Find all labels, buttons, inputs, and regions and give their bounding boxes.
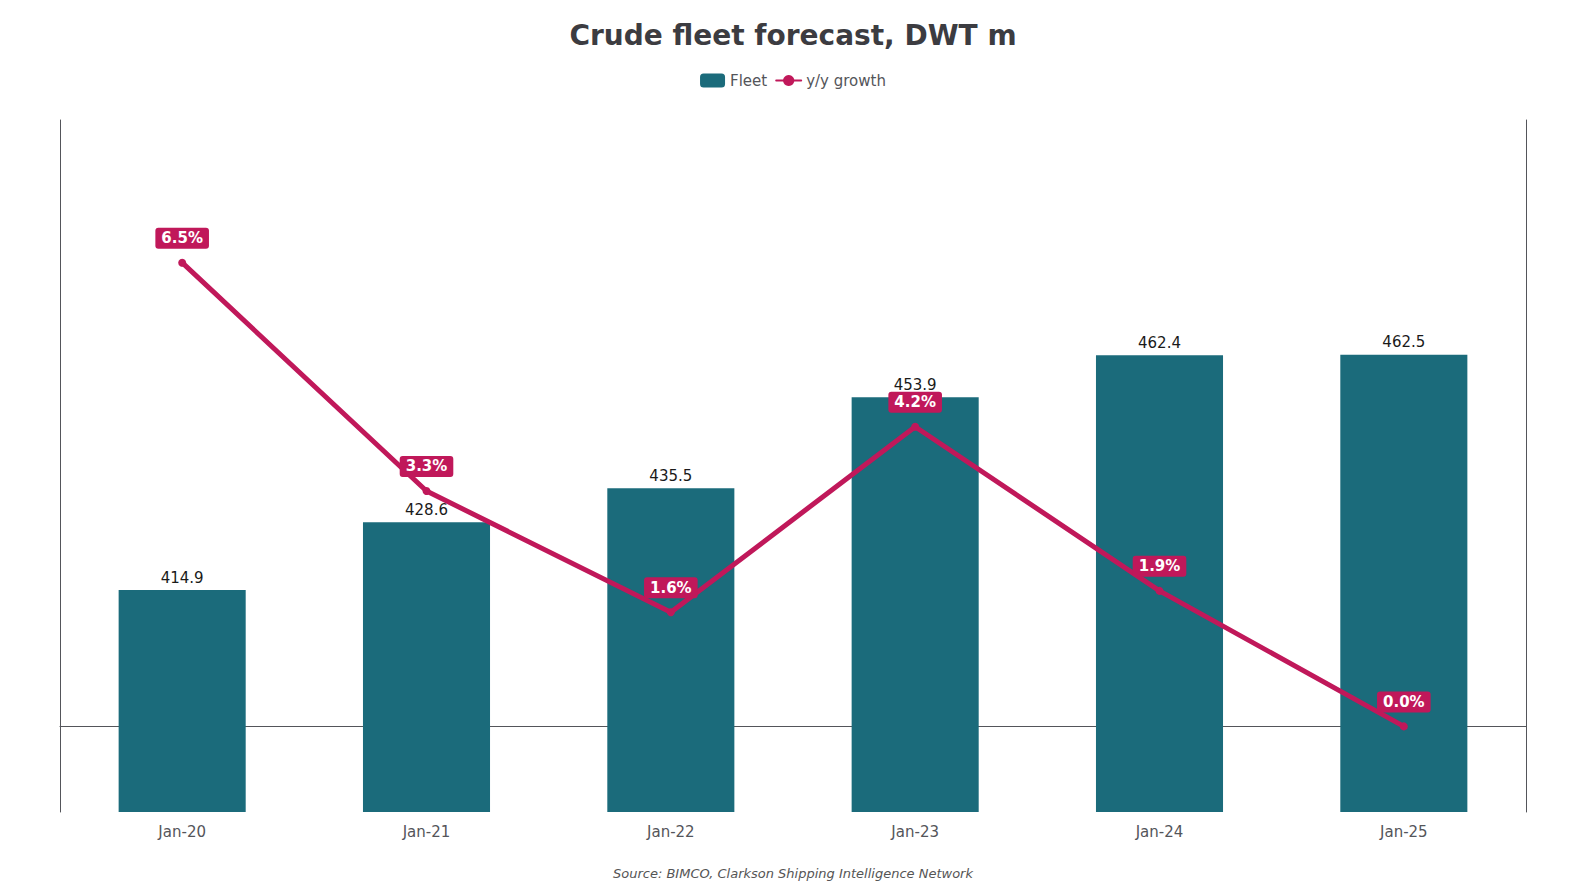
svg-text:Fleet: Fleet: [730, 72, 767, 90]
svg-text:Crude fleet forecast, DWT m: Crude fleet forecast, DWT m: [569, 19, 1016, 52]
svg-text:4.2%: 4.2%: [894, 393, 936, 411]
svg-text:Jan-22: Jan-22: [646, 823, 695, 841]
svg-text:453.9: 453.9: [894, 376, 937, 394]
svg-text:435.5: 435.5: [649, 467, 692, 485]
svg-text:y/y growth: y/y growth: [806, 72, 886, 90]
svg-text:1.6%: 1.6%: [650, 579, 692, 597]
svg-text:Jan-20: Jan-20: [157, 823, 206, 841]
svg-text:428.6: 428.6: [405, 501, 448, 519]
svg-text:0.0%: 0.0%: [1383, 693, 1425, 711]
svg-text:Jan-25: Jan-25: [1379, 823, 1428, 841]
svg-text:Jan-21: Jan-21: [402, 823, 451, 841]
svg-text:Jan-23: Jan-23: [890, 823, 939, 841]
svg-text:Source: BIMCO, Clarkson Shippi: Source: BIMCO, Clarkson Shipping Intelli…: [613, 866, 973, 881]
svg-text:Jan-24: Jan-24: [1135, 823, 1184, 841]
svg-text:414.9: 414.9: [161, 569, 204, 587]
svg-text:462.4: 462.4: [1138, 334, 1181, 352]
svg-text:462.5: 462.5: [1382, 333, 1425, 351]
svg-text:3.3%: 3.3%: [406, 457, 448, 475]
svg-text:1.9%: 1.9%: [1139, 557, 1181, 575]
svg-text:6.5%: 6.5%: [161, 229, 203, 247]
